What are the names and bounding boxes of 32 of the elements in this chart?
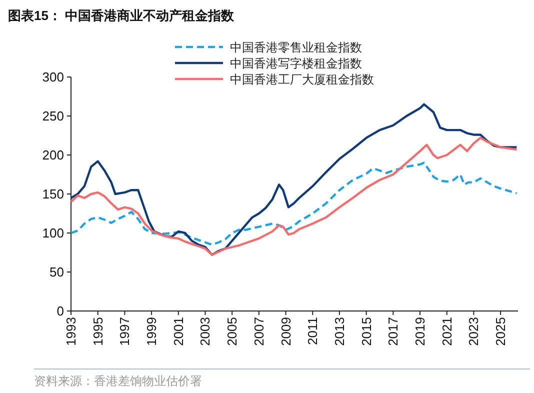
x-tick-label: 2007 — [251, 317, 266, 346]
chart-title: 图表15： 中国香港商业不动产租金指数 — [8, 8, 236, 23]
x-tick-label: 2001 — [170, 317, 186, 346]
y-tick-label: 200 — [42, 148, 64, 162]
legend-label: 中国香港写字楼租金指数 — [230, 56, 362, 70]
x-tick-label: 2025 — [493, 317, 508, 346]
text: 资料来源：香港差饷物业估价署 — [34, 374, 202, 388]
y-tick-label: 150 — [42, 186, 64, 202]
y-tick-label: 100 — [42, 226, 64, 240]
y-tick-label: 50 — [50, 264, 64, 280]
line-series — [70, 103, 518, 256]
x-tick-label: 2019 — [412, 317, 428, 346]
legend-label: 中国香港工厂大厦租金指数 — [230, 72, 374, 86]
x-tick-label: 2017 — [386, 317, 401, 346]
x-tick-label: 2023 — [466, 317, 482, 346]
y-tick-label: 250 — [42, 108, 64, 124]
line-series — [70, 136, 518, 256]
y-tick-label: 300 — [42, 70, 64, 84]
line-series — [70, 162, 518, 246]
x-tick-label: 2011 — [305, 317, 320, 345]
x-tick-label: 1997 — [117, 317, 132, 346]
y-tick-label: 0 — [56, 304, 64, 318]
x-tick-label: 2021 — [439, 317, 454, 346]
x-tick-label: 2015 — [358, 317, 374, 346]
x-tick-label: 1995 — [90, 317, 106, 346]
legend-label: 中国香港零售业租金指数 — [230, 40, 362, 54]
x-tick-label: 1993 — [64, 317, 78, 346]
x-tick-label: 1999 — [144, 317, 160, 346]
x-tick-label: 2009 — [278, 317, 294, 346]
x-tick-label: 2013 — [332, 317, 347, 346]
x-tick-label: 2003 — [198, 317, 213, 346]
x-tick-label: 2005 — [224, 317, 240, 346]
